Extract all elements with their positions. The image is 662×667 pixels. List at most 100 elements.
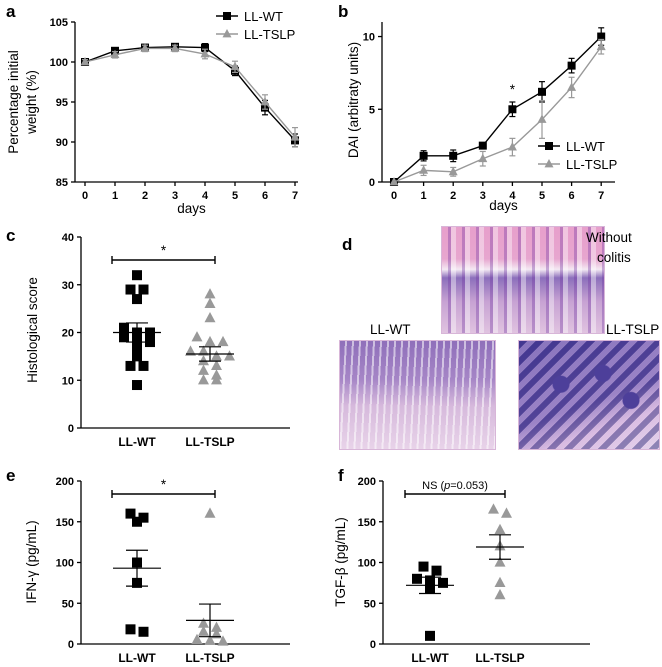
y-tick-label-e: 150: [56, 517, 74, 529]
data-point-c: [132, 270, 142, 281]
data-point-e: [138, 512, 149, 523]
y-axis-label-line-a: Percentage initial: [6, 50, 21, 154]
data-point-c: [125, 284, 136, 295]
data-point-c: [211, 350, 222, 361]
data-point-e: [138, 626, 149, 637]
data-point-b: [596, 41, 606, 51]
x-tick-label-b: 1: [421, 190, 427, 202]
histology-image-ll-wt: [339, 340, 496, 450]
data-point-a: [110, 49, 120, 59]
x-tick-label-a: 3: [172, 190, 178, 202]
data-point-b: [597, 32, 606, 41]
y-tick-label-c: 0: [68, 423, 74, 435]
data-point-e: [125, 624, 136, 635]
y-tick-label-f: 50: [364, 598, 376, 610]
data-point-c: [132, 341, 142, 352]
data-point-e: [211, 628, 222, 639]
histology-label-without: Without: [586, 230, 632, 245]
significance-label-part-f: p: [443, 480, 450, 492]
data-point-c: [132, 380, 142, 391]
series-line-a-0: [84, 46, 296, 141]
data-point-f: [494, 556, 506, 567]
y-axis-label-b: DAI (arbitraty units): [346, 42, 361, 158]
panel-letter-d: d: [342, 235, 352, 254]
y-tick-label-a: 85: [56, 177, 68, 189]
y-tick-label-b: 5: [369, 104, 375, 116]
data-point-b: [508, 105, 517, 114]
data-point-c: [217, 335, 229, 347]
x-axis-label-a: days: [177, 201, 206, 216]
x-tick-label-b: 4: [509, 190, 516, 202]
legend-marker-a: [222, 28, 232, 38]
y-tick-label-a: 90: [56, 137, 68, 149]
x-category-label-c: LL-TSLP: [185, 435, 234, 449]
data-point-b: [567, 61, 576, 70]
data-point-a: [201, 43, 209, 52]
series-line-b-0: [393, 36, 602, 183]
data-point-c: [198, 364, 209, 375]
y-tick-label-c: 40: [62, 232, 74, 244]
x-category-label-f: LL-TSLP: [475, 651, 524, 665]
x-category-label-f: LL-WT: [411, 651, 449, 665]
y-axis-label-f: TGF-β (pg/mL): [333, 517, 348, 607]
data-point-e: [132, 516, 142, 527]
x-tick-label-a: 0: [82, 190, 88, 202]
x-category-label-c: LL-WT: [118, 435, 156, 449]
histology-image-ll-tslp: [518, 340, 660, 450]
y-tick-label-e: 100: [56, 558, 74, 570]
x-tick-label-b: 5: [539, 190, 545, 202]
legend-label-b: LL-WT: [566, 139, 605, 154]
data-point-f: [488, 503, 499, 514]
data-point-a: [230, 61, 240, 71]
data-point-e: [204, 634, 216, 645]
panel-letter-f: f: [338, 466, 344, 485]
data-point-c: [204, 288, 216, 299]
y-tick-label-c: 20: [62, 328, 74, 340]
significance-star-b: *: [510, 82, 516, 97]
significance-label-part-f: NS (: [422, 480, 444, 492]
histology-label-ll-wt: LL-WT: [370, 322, 411, 337]
data-point-c: [132, 294, 142, 305]
y-axis-label-c: Histological score: [25, 277, 40, 383]
series-line-a-1: [84, 47, 296, 138]
y-axis-label-line-a: weight (%): [24, 70, 39, 135]
y-tick-label-e: 0: [68, 639, 74, 651]
data-point-f: [412, 573, 422, 584]
data-point-a: [260, 96, 270, 106]
data-point-c: [132, 351, 142, 362]
data-point-e: [211, 621, 222, 632]
legend-label-b: LL-TSLP: [566, 157, 617, 172]
legend-label-a: LL-TSLP: [244, 27, 295, 42]
data-point-e: [191, 633, 203, 645]
legend-marker-b: [544, 158, 554, 168]
data-point-b: [419, 151, 428, 160]
data-point-f: [438, 577, 448, 588]
x-tick-label-b: 3: [480, 190, 486, 202]
data-point-a: [80, 56, 90, 66]
y-axis-label-a: Percentage initial weight (%): [6, 50, 39, 154]
data-point-c: [211, 374, 222, 385]
data-point-f: [494, 576, 506, 587]
data-point-f: [418, 561, 429, 572]
data-point-f: [494, 523, 506, 535]
histology-label-ll-tslp: LL-TSLP: [606, 322, 660, 337]
data-point-f: [425, 630, 435, 641]
data-point-e: [198, 625, 209, 636]
data-point-c: [211, 359, 222, 371]
data-point-c: [191, 331, 203, 342]
x-category-label-e: LL-WT: [118, 651, 156, 665]
data-point-c: [204, 297, 216, 308]
data-point-f: [494, 588, 506, 600]
x-tick-label-a: 2: [142, 190, 148, 202]
data-point-c: [204, 311, 216, 323]
data-point-b: [419, 165, 429, 174]
legend-marker-a: [223, 12, 231, 20]
data-point-c: [138, 284, 149, 295]
x-tick-label-a: 6: [262, 190, 268, 202]
data-point-b: [448, 166, 458, 176]
data-point-b: [567, 82, 577, 91]
data-point-c: [125, 360, 136, 371]
series-line-b-1: [393, 46, 602, 183]
data-point-a: [290, 132, 300, 141]
